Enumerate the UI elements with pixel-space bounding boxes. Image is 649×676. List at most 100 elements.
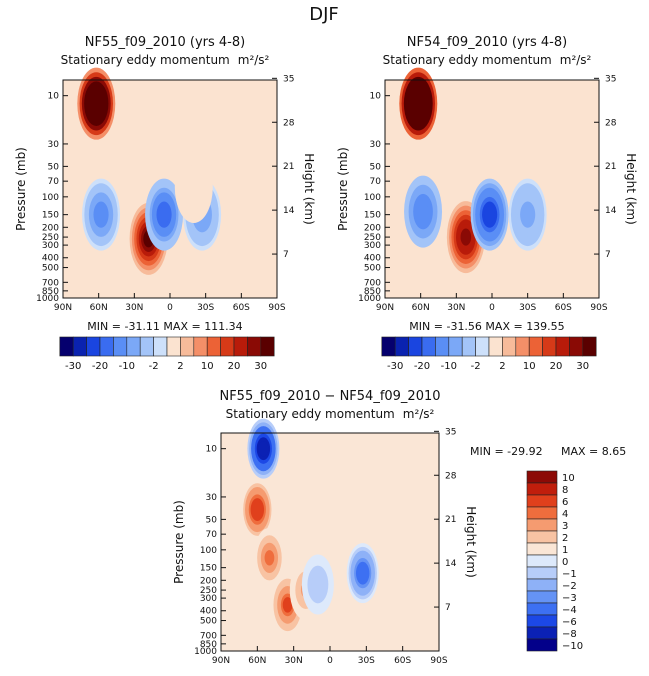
colorbar-swatch: [193, 336, 208, 357]
x-tick-label: 30S: [358, 656, 375, 666]
y-tick-label: 1000: [194, 647, 217, 657]
colorbar-swatch: [526, 530, 558, 544]
colorbar-label: -2: [471, 361, 481, 372]
colorbar-swatch: [461, 336, 476, 357]
y-tick-label: 400: [42, 254, 59, 264]
x-tick-label: 0: [489, 303, 495, 313]
x-tick-label: 90N: [54, 303, 72, 313]
y-tick-label: 200: [200, 576, 217, 586]
colorbar-swatch: [448, 336, 463, 357]
x-tick-label: 30N: [447, 303, 465, 313]
y-tick-label: 10: [370, 92, 382, 102]
y-tick-label: 850: [364, 287, 381, 297]
y-tick-label: 30: [206, 493, 218, 503]
x-tick-label: 60N: [412, 303, 430, 313]
colorbar-label: 20: [550, 361, 563, 372]
panel-2: NF54_f09_2010 (yrs 4-8) Stationary eddy …: [336, 35, 638, 372]
y-right-tick-label: 7: [283, 250, 289, 260]
y-tick-label: 400: [200, 607, 217, 617]
colorbar-swatch: [220, 336, 235, 357]
colorbar-label: -10: [119, 361, 135, 372]
colorbar-swatch: [206, 336, 221, 357]
y-tick-label: 100: [364, 193, 381, 203]
colorbar-swatch: [528, 336, 543, 357]
y-tick-label: 500: [364, 264, 381, 274]
y-right-tick-label: 28: [605, 118, 617, 128]
colorbar-label: 1: [562, 545, 568, 556]
colorbar-swatch: [569, 336, 584, 357]
contour-feature: [77, 67, 116, 140]
colorbar-label: 8: [562, 485, 568, 496]
colorbar-swatch: [515, 336, 530, 357]
colorbar-label: −6: [562, 617, 577, 628]
figure-title: DJF: [309, 4, 339, 25]
colorbar-swatch: [555, 336, 570, 357]
colorbar-label: 30: [254, 361, 267, 372]
y-tick-label: 150: [42, 211, 59, 221]
panel-2-plot: 90N 60N 30N 0 30S 60S 90S103050701001502002503…: [336, 67, 638, 313]
colorbar-swatch: [421, 336, 436, 357]
y-right-tick-label: 7: [605, 250, 611, 260]
y-tick-label: 700: [200, 631, 217, 641]
x-tick-label: 30N: [125, 303, 143, 313]
colorbar-label: 30: [576, 361, 589, 372]
x-tick-label: 90N: [212, 656, 230, 666]
contour-feature: [174, 151, 213, 224]
contour-feature: [301, 554, 334, 615]
y-tick-label: 70: [370, 177, 382, 187]
x-tick-label: 0: [327, 656, 333, 666]
colorbar-label: 3: [562, 521, 568, 532]
panel-1-colorbar: -30 -20 -10 -2 2 10 20 30: [59, 336, 275, 372]
panel-3-subtitle: Stationary eddy momentum m²/s²: [226, 407, 435, 421]
y-axis-label: Pressure (mb): [336, 147, 350, 231]
y-tick-label: 300: [42, 241, 59, 251]
y-tick-label: 30: [48, 140, 60, 150]
y-right-tick-label: 28: [445, 471, 457, 481]
colorbar-swatch: [394, 336, 409, 357]
contour-feature: [82, 178, 121, 251]
colorbar-swatch: [180, 336, 195, 357]
colorbar-label: 20: [228, 361, 241, 372]
y-tick-label: 250: [200, 586, 217, 596]
x-tick-label: 90S: [268, 303, 285, 313]
colorbar-swatch: [381, 336, 396, 357]
x-tick-label: 60S: [555, 303, 572, 313]
panel-1-stats: MIN = -31.11 MAX = 111.34: [87, 320, 242, 333]
colorbar-swatch: [526, 554, 558, 568]
y-tick-label: 400: [364, 254, 381, 264]
colorbar-swatch: [126, 336, 141, 357]
panel-2-colorbar: -30 -20 -10 -2 2 10 20 30: [381, 336, 597, 372]
colorbar-label: −1: [562, 569, 577, 580]
colorbar-swatch: [475, 336, 490, 357]
contour-feature: [247, 418, 280, 479]
y-tick-label: 50: [206, 515, 218, 525]
panel-3-stats-max: MAX = 8.65: [561, 445, 626, 458]
y-tick-label: 700: [364, 278, 381, 288]
colorbar-swatch: [526, 482, 558, 496]
colorbar-label: 10: [523, 361, 536, 372]
panel-3-stats-min: MIN = -29.92: [470, 445, 543, 458]
panel-1: NF55_f09_2010 (yrs 4-8) Stationary eddy …: [14, 35, 316, 372]
panel-3-title: NF55_f09_2010 − NF54_f09_2010: [219, 389, 440, 404]
y-tick-label: 200: [364, 223, 381, 233]
colorbar-label: −4: [562, 605, 577, 616]
colorbar-label: 10: [201, 361, 214, 372]
x-tick-label: 30N: [285, 656, 303, 666]
colorbar-label: 4: [562, 509, 568, 520]
y-tick-label: 1000: [36, 294, 59, 304]
colorbar-swatch: [233, 336, 248, 357]
colorbar-swatch: [526, 602, 558, 616]
y-right-tick-label: 7: [445, 603, 451, 613]
contour-feature: [253, 527, 286, 588]
panel-2-subtitle: Stationary eddy momentum m²/s²: [383, 53, 592, 67]
y-right-tick-label: 28: [283, 118, 295, 128]
y-tick-label: 500: [200, 617, 217, 627]
contour-feature: [470, 178, 509, 251]
y-tick-label: 50: [370, 162, 382, 172]
colorbar-swatch: [408, 336, 423, 357]
colorbar-label: 6: [562, 497, 568, 508]
x-tick-label: 30S: [197, 303, 214, 313]
y-tick-label: 150: [200, 564, 217, 574]
y-tick-label: 1000: [358, 294, 381, 304]
